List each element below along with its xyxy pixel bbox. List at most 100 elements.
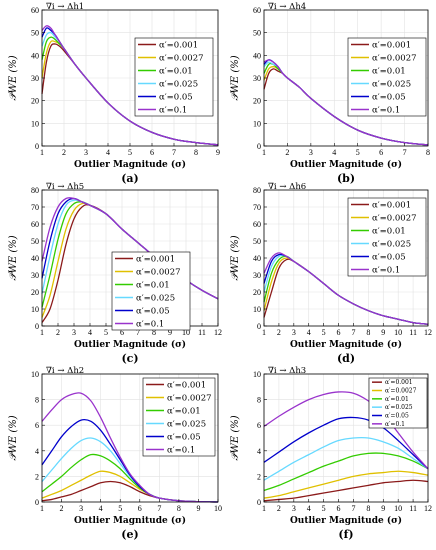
x-tick-label: 6 xyxy=(150,148,154,157)
chart-title: ∇i → Δh2 xyxy=(46,366,84,376)
x-tick-label: 11 xyxy=(409,504,417,513)
y-tick-label: 50 xyxy=(31,237,39,246)
x-tick-label: 8 xyxy=(366,504,370,513)
x-tick-label: 3 xyxy=(292,504,296,513)
legend-entry: α′=0.0027 xyxy=(385,388,417,395)
panel-label: (f) xyxy=(338,528,353,541)
legend-entry: α′=0.025 xyxy=(372,240,411,250)
y-axis-label: 𝒫WE (%) xyxy=(8,55,19,100)
x-tick-label: 4 xyxy=(307,504,311,513)
y-tick-label: 30 xyxy=(253,271,261,280)
legend-entry: α′=0.05 xyxy=(385,413,409,420)
y-tick-label: 6 xyxy=(257,421,261,430)
x-axis-label: Outlier Magnitude (σ) xyxy=(290,515,402,526)
y-tick-label: 80 xyxy=(31,186,39,195)
x-tick-label: 4 xyxy=(99,504,103,513)
series-line-1 xyxy=(263,479,429,502)
y-tick-label: 20 xyxy=(31,288,39,297)
y-axis-label: 𝒫WE (%) xyxy=(230,235,241,280)
legend: α′=0.001α′=0.0027α′=0.01α′=0.025α′=0.05α… xyxy=(368,377,428,429)
legend-entry: α′=0.0027 xyxy=(159,54,204,64)
y-tick-label: 40 xyxy=(253,254,261,263)
series-line-5 xyxy=(263,416,429,470)
legend: α′=0.001α′=0.0027α′=0.01α′=0.025α′=0.05α… xyxy=(111,251,191,331)
y-tick-label: 70 xyxy=(31,203,39,212)
y-axis-label: 𝒫WE (%) xyxy=(230,55,241,100)
x-tick-label: 7 xyxy=(403,148,407,157)
y-tick-label: 60 xyxy=(253,6,261,15)
y-tick-label: 4 xyxy=(35,447,39,456)
x-tick-label: 9 xyxy=(168,328,172,337)
legend-entry: α′=0.1 xyxy=(385,421,405,428)
y-tick-label: 40 xyxy=(31,51,39,60)
y-tick-label: 10 xyxy=(253,370,261,379)
y-tick-label: 6 xyxy=(35,421,39,430)
x-tick-label: 7 xyxy=(351,328,355,337)
legend-entry: α′=0.01 xyxy=(372,67,406,77)
y-tick-label: 30 xyxy=(253,74,261,83)
y-tick-label: 60 xyxy=(31,6,39,15)
x-tick-label: 1 xyxy=(262,148,266,157)
legend-entry: α′=0.001 xyxy=(136,255,175,265)
x-tick-label: 7 xyxy=(172,148,176,157)
y-tick-label: 0 xyxy=(35,142,39,151)
y-tick-label: 0 xyxy=(35,322,39,331)
x-tick-label: 9 xyxy=(216,148,220,157)
y-tick-label: 40 xyxy=(31,254,39,263)
chart-title: ∇i → Δh4 xyxy=(268,2,306,12)
x-tick-label: 3 xyxy=(72,328,76,337)
x-tick-label: 4 xyxy=(332,148,336,157)
x-tick-label: 6 xyxy=(337,328,341,337)
x-tick-label: 8 xyxy=(177,504,181,513)
x-tick-label: 2 xyxy=(277,504,281,513)
panel-label: (c) xyxy=(121,352,138,365)
x-tick-label: 1 xyxy=(262,328,266,337)
series-line-6 xyxy=(41,25,219,146)
y-tick-label: 60 xyxy=(253,220,261,229)
x-tick-label: 5 xyxy=(322,504,326,513)
x-tick-label: 3 xyxy=(292,328,296,337)
y-tick-label: 50 xyxy=(253,237,261,246)
x-tick-label: 10 xyxy=(182,328,190,337)
x-tick-label: 10 xyxy=(214,504,222,513)
axes-frame xyxy=(263,373,429,503)
x-tick-label: 1 xyxy=(40,148,44,157)
panel-label: (a) xyxy=(121,172,139,185)
legend: α′=0.001α′=0.0027α′=0.01α′=0.025α′=0.05α… xyxy=(347,197,427,277)
legend-entry: α′=0.025 xyxy=(385,404,413,411)
legend-entry: α′=0.0027 xyxy=(372,214,417,224)
x-tick-label: 6 xyxy=(138,504,142,513)
x-tick-label: 4 xyxy=(88,328,92,337)
x-tick-label: 5 xyxy=(118,504,122,513)
series-line-4 xyxy=(263,436,429,481)
x-tick-label: 8 xyxy=(152,328,156,337)
legend-entry: α′=0.1 xyxy=(372,106,400,116)
legend-box xyxy=(111,251,191,331)
y-tick-label: 0 xyxy=(257,142,261,151)
x-axis-label: Outlier Magnitude (σ) xyxy=(290,159,402,170)
legend-entry: α′=0.001 xyxy=(372,201,411,211)
y-tick-label: 30 xyxy=(31,271,39,280)
chart-title: ∇i → Δh5 xyxy=(46,182,84,192)
x-tick-label: 12 xyxy=(424,504,432,513)
legend-box xyxy=(347,197,427,277)
legend-box xyxy=(368,377,428,429)
x-tick-label: 11 xyxy=(409,328,417,337)
y-tick-label: 10 xyxy=(31,119,39,128)
x-tick-label: 6 xyxy=(379,148,383,157)
legend-entry: α′=0.0027 xyxy=(167,394,212,404)
chart-title: ∇i → Δh1 xyxy=(46,2,84,12)
y-tick-label: 20 xyxy=(31,97,39,106)
y-tick-label: 4 xyxy=(257,447,261,456)
x-tick-label: 8 xyxy=(426,148,430,157)
legend-entry: α′=0.01 xyxy=(136,281,170,291)
y-tick-label: 30 xyxy=(31,74,39,83)
x-tick-label: 11 xyxy=(198,328,206,337)
x-tick-label: 4 xyxy=(307,328,311,337)
x-axis-label: Outlier Magnitude (σ) xyxy=(290,339,402,350)
y-tick-label: 60 xyxy=(31,220,39,229)
legend-entry: α′=0.0027 xyxy=(372,54,417,64)
y-axis-label: 𝒫WE (%) xyxy=(230,415,241,460)
